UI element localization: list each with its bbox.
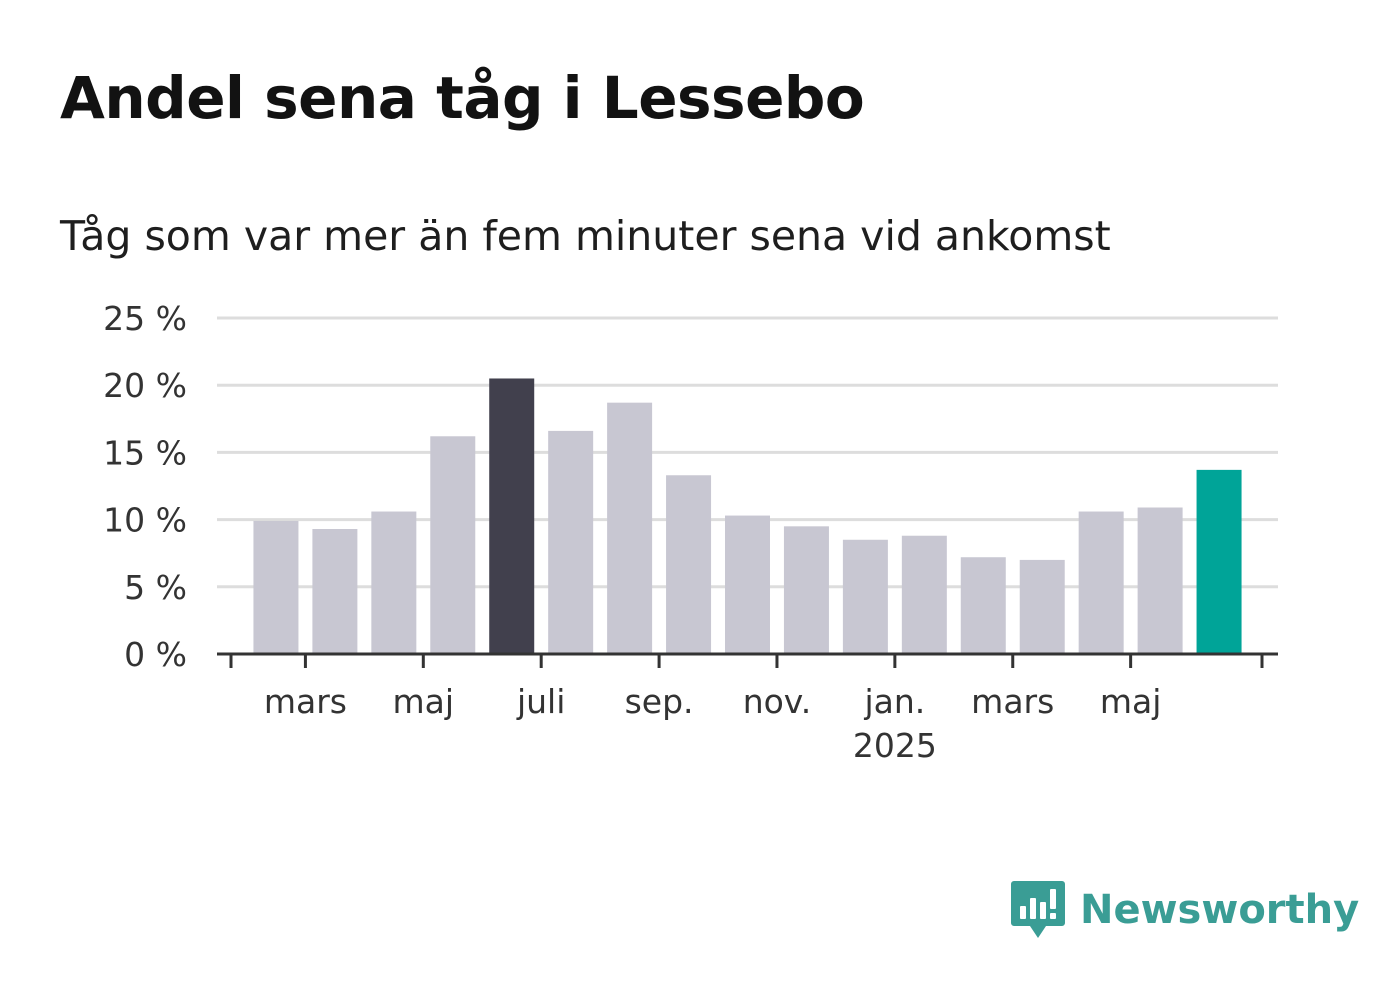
bar-2025-06 [1196,469,1242,654]
y-tick-label: 0 % [124,635,187,674]
bar-2024-05 [430,436,476,654]
bar-2024-04 [371,511,417,654]
bar-2025-04 [1078,511,1124,654]
bar-2025-02 [960,557,1006,654]
x-tick-label: sep. [625,682,694,721]
x-tick-label: maj [393,682,455,721]
bar-2024-03 [312,529,358,654]
x-tick-label: juli [516,682,565,721]
bar-2024-09 [666,475,712,654]
newsworthy-logo-icon [1011,881,1065,938]
bar-2025-03 [1019,559,1065,654]
y-tick-label: 10 % [103,501,187,540]
y-axis: 0 % 5 % 10 % 15 % 20 % 25 % [103,299,187,674]
bar-2024-11 [783,526,829,654]
x-tick-label: jan. [863,682,925,721]
x-tick-label: mars [264,682,347,721]
y-tick-label: 20 % [103,366,187,405]
x-tick-label: nov. [743,682,812,721]
y-tick-label: 15 % [103,433,187,472]
brand: Newsworthy [1010,878,1359,942]
x-tick-label: mars [971,682,1054,721]
bar-2025-01 [901,535,947,654]
bar-2024-10 [725,515,770,654]
bar-2024-06 [489,378,535,654]
x-tick-year-label: 2025 [853,726,937,765]
y-tick-label: 5 % [124,568,187,607]
y-tick-label: 25 % [103,299,187,338]
bar-2024-08 [607,402,653,654]
chart-title: Andel sena tåg i Lessebo [60,64,865,132]
bar-2024-02 [253,520,299,654]
x-tick-label: maj [1100,682,1162,721]
bar-2025-05 [1137,507,1183,654]
bar-2024-07 [548,430,594,654]
brand-name: Newsworthy [1080,887,1360,933]
bars [253,378,1242,654]
x-axis: mars maj juli sep. nov. jan. 2025 mars maj [217,652,1278,765]
bar-2024-12 [842,539,888,654]
chart-subtitle: Tåg som var mer än fem minuter sena vid … [60,212,1111,260]
